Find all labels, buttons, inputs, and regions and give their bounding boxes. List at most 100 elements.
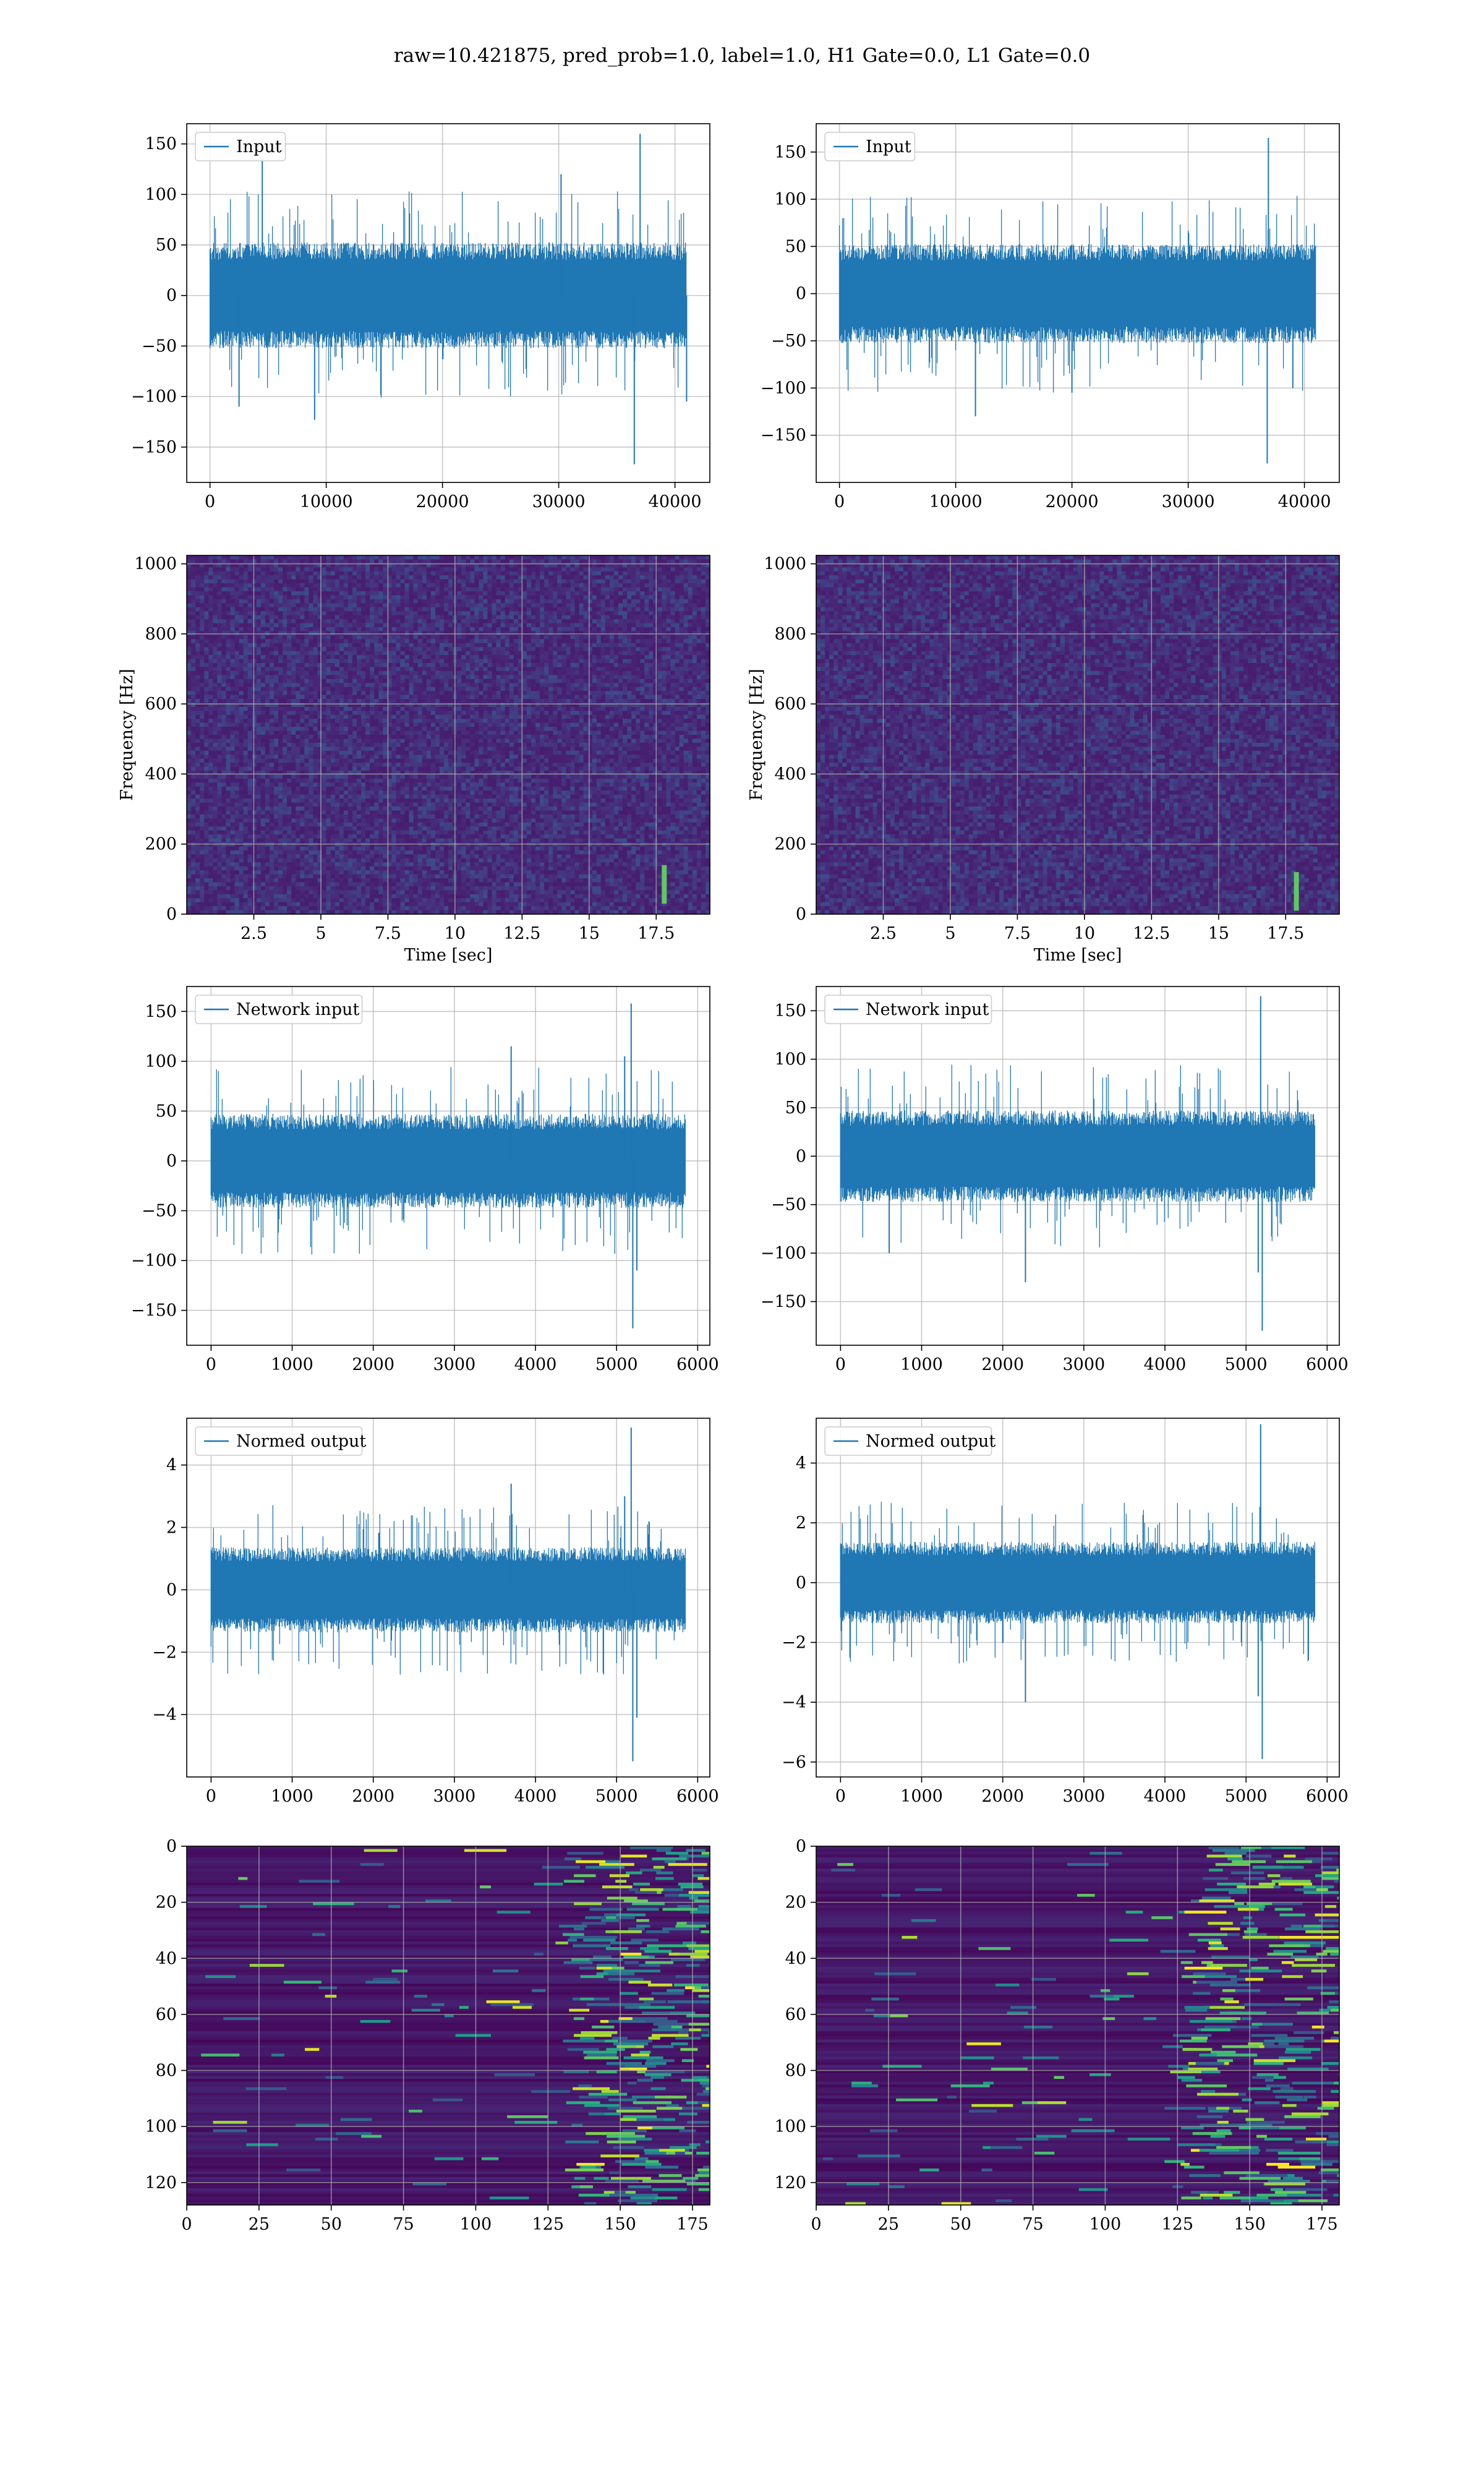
heatmap-tile xyxy=(200,826,205,831)
heatmap-tile xyxy=(313,623,318,628)
heatmap-tile xyxy=(265,878,270,883)
heatmap-tile xyxy=(339,858,344,863)
heatmap-tile xyxy=(365,850,370,855)
heatmap-tile xyxy=(296,878,301,883)
heatmap-tile xyxy=(217,870,222,875)
heatmap-tile xyxy=(357,803,362,807)
heatmap-tile xyxy=(365,619,370,623)
heatmap-tile xyxy=(278,643,283,648)
heatmap-tile xyxy=(287,719,292,723)
heatmap-tile xyxy=(400,588,405,592)
heatmap-tile xyxy=(370,588,375,592)
heatmap-tile xyxy=(208,639,213,643)
heatmap-tile xyxy=(231,675,236,679)
heatmap-tile xyxy=(278,607,283,612)
heatmap-tile xyxy=(418,715,423,719)
heatmap-tile xyxy=(278,858,283,863)
heatmap-tile xyxy=(257,631,262,635)
heatmap-tile xyxy=(414,755,419,759)
heatmap-tile xyxy=(191,807,196,811)
heatmap-tile xyxy=(361,867,366,871)
heatmap-tile xyxy=(326,659,331,664)
heatmap-tile xyxy=(252,627,257,631)
heatmap-tile xyxy=(322,683,327,687)
heatmap-tile xyxy=(261,870,266,875)
heatmap-tile xyxy=(257,823,262,827)
heatmap-tile xyxy=(274,755,279,759)
heatmap-tile xyxy=(217,850,222,855)
heatmap-tile xyxy=(357,599,362,604)
heatmap-tile xyxy=(213,823,218,827)
heatmap-tile xyxy=(348,854,353,858)
heatmap-tile xyxy=(291,846,296,850)
heatmap-tile xyxy=(304,707,309,711)
heatmap-tile xyxy=(313,787,318,791)
heatmap-tile xyxy=(221,559,226,563)
heatmap-tile xyxy=(405,595,410,599)
heatmap-tile xyxy=(283,870,288,875)
heatmap-tile xyxy=(296,759,301,763)
heatmap-tile xyxy=(291,795,296,799)
heatmap-tile xyxy=(204,870,209,875)
heatmap-tile xyxy=(304,886,309,891)
heatmap-tile xyxy=(348,719,353,723)
heatmap-tile xyxy=(391,595,396,599)
heatmap-tile xyxy=(361,679,366,683)
heatmap-tile xyxy=(304,655,309,659)
heatmap-tile xyxy=(378,774,383,779)
heatmap-tile xyxy=(378,591,383,596)
heatmap-tile xyxy=(318,846,323,850)
heatmap-tile xyxy=(335,886,340,891)
heatmap-tile xyxy=(365,699,370,703)
heatmap-tile xyxy=(213,815,218,819)
heatmap-tile xyxy=(195,567,200,571)
heatmap-tile xyxy=(274,803,279,807)
heatmap-tile xyxy=(213,639,218,643)
heatmap-tile xyxy=(191,715,196,719)
heatmap-tile xyxy=(274,639,279,643)
heatmap-tile xyxy=(204,611,209,615)
heatmap-tile xyxy=(322,595,327,599)
heatmap-tile xyxy=(378,655,383,659)
heatmap-tile xyxy=(418,826,423,831)
heatmap-tile xyxy=(400,867,405,871)
heatmap-tile xyxy=(326,743,331,747)
heatmap-tile xyxy=(352,619,357,623)
heatmap-tile xyxy=(274,675,279,679)
heatmap-tile xyxy=(396,818,401,823)
heatmap-tile xyxy=(300,870,305,875)
heatmap-tile xyxy=(309,591,313,596)
heatmap-tile xyxy=(195,906,200,910)
heatmap-tile xyxy=(414,798,419,803)
heatmap-tile xyxy=(331,807,336,811)
heatmap-tile xyxy=(213,846,218,850)
heatmap-tile xyxy=(352,715,357,719)
heatmap-tile xyxy=(370,727,375,731)
heatmap-tile xyxy=(352,663,357,667)
heatmap-tile xyxy=(405,607,410,612)
heatmap-tile xyxy=(400,647,405,651)
heatmap-tile xyxy=(257,858,262,863)
heatmap-tile xyxy=(309,627,313,631)
heatmap-tile xyxy=(322,723,327,727)
heatmap-tile xyxy=(374,559,379,563)
heatmap-tile xyxy=(313,663,318,667)
heatmap-tile xyxy=(335,695,340,700)
heatmap-tile xyxy=(370,695,375,700)
heatmap-tile xyxy=(361,695,366,700)
heatmap-tile xyxy=(300,818,305,823)
heatmap-tile xyxy=(370,774,375,779)
heatmap-tile xyxy=(248,580,253,584)
heatmap-tile xyxy=(400,711,405,715)
heatmap-tile xyxy=(409,842,414,847)
heatmap-tile xyxy=(195,699,200,703)
heatmap-tile xyxy=(383,667,388,671)
heatmap-tile xyxy=(374,862,379,867)
heatmap-tile xyxy=(361,611,366,615)
heatmap-tile xyxy=(414,894,419,899)
heatmap-tile xyxy=(283,691,288,695)
heatmap-tile xyxy=(370,719,375,723)
heatmap-tile xyxy=(396,862,401,867)
heatmap-tile xyxy=(405,667,410,671)
heatmap-tile xyxy=(257,735,262,739)
